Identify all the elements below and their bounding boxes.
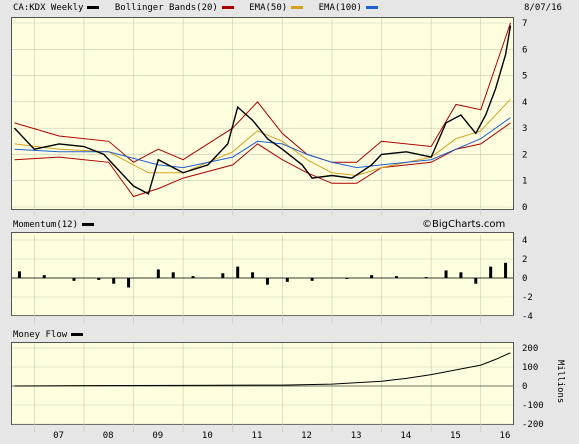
- momentum-bar-13: [285, 278, 289, 282]
- momentum-bar-0: [17, 271, 21, 278]
- millions-label: Millions: [555, 360, 565, 404]
- momentum-bar-6: [156, 269, 160, 278]
- price-legend: CA:KDX Weekly Bollinger Bands(20) EMA(50…: [13, 3, 382, 13]
- moneyflow-legend: Money Flow: [13, 330, 87, 340]
- x-tick-label-9: 16: [500, 431, 511, 441]
- momentum-bar-23: [504, 262, 508, 278]
- x-tick-label-0: 07: [53, 431, 64, 441]
- x-tick-label-2: 09: [152, 431, 163, 441]
- x-tick-label-7: 14: [400, 431, 411, 441]
- x-tick-label-6: 13: [351, 431, 362, 441]
- y-tick-label-0-0: 0: [522, 203, 527, 213]
- moneyflow-label: Money Flow: [13, 330, 68, 340]
- x-tick-label-4: 11: [252, 431, 263, 441]
- watermark: ©BigCharts.com: [422, 219, 506, 230]
- moneyflow-panel: [11, 342, 514, 425]
- y-tick-label-0-2: 2: [522, 150, 527, 160]
- momentum-bar-17: [394, 276, 398, 278]
- momentum-bar-21: [474, 278, 478, 284]
- bbands-lower-line: [14, 122, 511, 198]
- ema100-line: [14, 117, 511, 169]
- momentum-bar-20: [459, 272, 463, 278]
- momentum-panel: [11, 232, 514, 316]
- x-tick-label-1: 08: [103, 431, 114, 441]
- bbands-swatch: [221, 6, 234, 9]
- date-label: 8/07/16: [524, 3, 562, 13]
- bbands-upper-line: [14, 22, 511, 163]
- y-tick-label-0-4: 4: [522, 98, 527, 108]
- y-tick-label-0-5: 5: [522, 72, 527, 82]
- ema50-label: EMA(50): [249, 3, 288, 13]
- momentum-bar-16: [370, 275, 374, 278]
- y-tick-label-0-7: 7: [522, 19, 527, 29]
- symbol-label: CA:KDX Weekly: [13, 3, 84, 13]
- ema50-line: [14, 98, 511, 177]
- y-tick-label-1-2: 0: [522, 274, 527, 284]
- y-tick-label-2-2: 0: [522, 382, 527, 392]
- momentum-bar-18: [424, 277, 428, 278]
- x-tick-label-8: 15: [450, 431, 461, 441]
- price-swatch: [87, 6, 100, 9]
- momentum-legend: Momentum(12): [13, 220, 98, 230]
- y-tick-label-1-1: 2: [522, 255, 527, 265]
- momentum-bar-5: [127, 278, 131, 288]
- momentum-bar-10: [236, 266, 240, 278]
- y-tick-label-2-4: -200: [522, 420, 544, 430]
- ema100-swatch: [365, 6, 378, 9]
- momentum-bar-12: [265, 278, 269, 285]
- momentum-bar-19: [444, 270, 448, 278]
- momentum-bar-15: [345, 278, 349, 279]
- bbands-label: Bollinger Bands(20): [114, 3, 218, 13]
- momentum-label: Momentum(12): [13, 220, 79, 230]
- momentum-bar-11: [251, 272, 255, 278]
- price-line: [13, 25, 512, 195]
- y-tick-label-0-1: 1: [522, 177, 527, 187]
- y-tick-label-1-3: -2: [522, 293, 533, 303]
- x-tick-label-3: 10: [202, 431, 213, 441]
- momentum-bar-2: [72, 278, 76, 281]
- y-tick-label-1-0: 4: [522, 236, 527, 246]
- y-tick-label-2-1: 100: [522, 363, 538, 373]
- momentum-swatch: [82, 223, 95, 226]
- ema50-swatch: [291, 6, 304, 9]
- momentum-bar-14: [310, 278, 314, 281]
- moneyflow-swatch: [71, 333, 84, 336]
- momentum-bar-9: [221, 273, 225, 278]
- y-tick-label-2-0: 200: [522, 344, 538, 354]
- momentum-bar-4: [112, 278, 116, 284]
- momentum-bar-1: [42, 275, 46, 278]
- ema100-label: EMA(100): [318, 3, 362, 13]
- momentum-bar-7: [171, 272, 175, 278]
- momentum-bar-3: [97, 278, 101, 280]
- momentum-bar-8: [191, 276, 195, 278]
- y-tick-label-2-3: -100: [522, 401, 544, 411]
- y-tick-label-1-4: -4: [522, 312, 533, 322]
- momentum-bar-22: [489, 266, 493, 278]
- x-tick-label-5: 12: [301, 431, 312, 441]
- y-tick-label-0-6: 6: [522, 45, 527, 55]
- y-tick-label-0-3: 3: [522, 124, 527, 134]
- moneyflow-line: [14, 352, 511, 387]
